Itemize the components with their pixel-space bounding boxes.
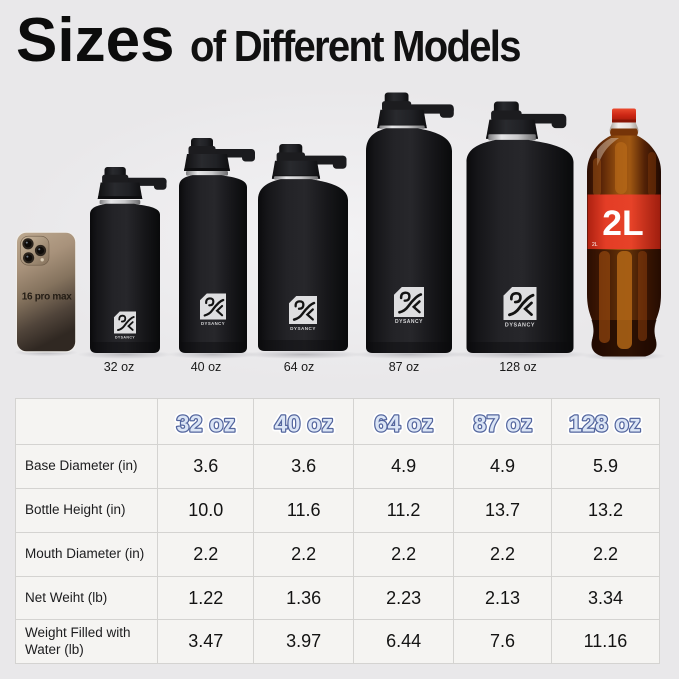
- svg-text:2L: 2L: [602, 203, 643, 243]
- svg-text:40 oz: 40 oz: [274, 410, 333, 436]
- svg-text:87 oz: 87 oz: [473, 410, 532, 436]
- svg-text:87 oz: 87 oz: [473, 410, 532, 436]
- svg-text:32 oz: 32 oz: [176, 410, 235, 436]
- svg-text:32 oz: 32 oz: [176, 410, 235, 436]
- svg-text:DYSANCY: DYSANCY: [505, 323, 535, 329]
- svg-text:40 oz: 40 oz: [274, 410, 333, 436]
- svg-text:64 oz: 64 oz: [374, 410, 433, 436]
- svg-text:128 oz: 128 oz: [569, 410, 641, 436]
- svg-text:DYSANCY: DYSANCY: [201, 321, 225, 326]
- svg-text:DYSANCY: DYSANCY: [115, 335, 135, 339]
- svg-text:DYSANCY: DYSANCY: [395, 319, 423, 325]
- svg-text:16 pro max: 16 pro max: [22, 292, 73, 303]
- svg-text:2L: 2L: [592, 242, 598, 248]
- svg-text:128 oz: 128 oz: [569, 410, 641, 436]
- svg-text:64 oz: 64 oz: [374, 410, 433, 436]
- svg-text:DYSANCY: DYSANCY: [290, 326, 316, 331]
